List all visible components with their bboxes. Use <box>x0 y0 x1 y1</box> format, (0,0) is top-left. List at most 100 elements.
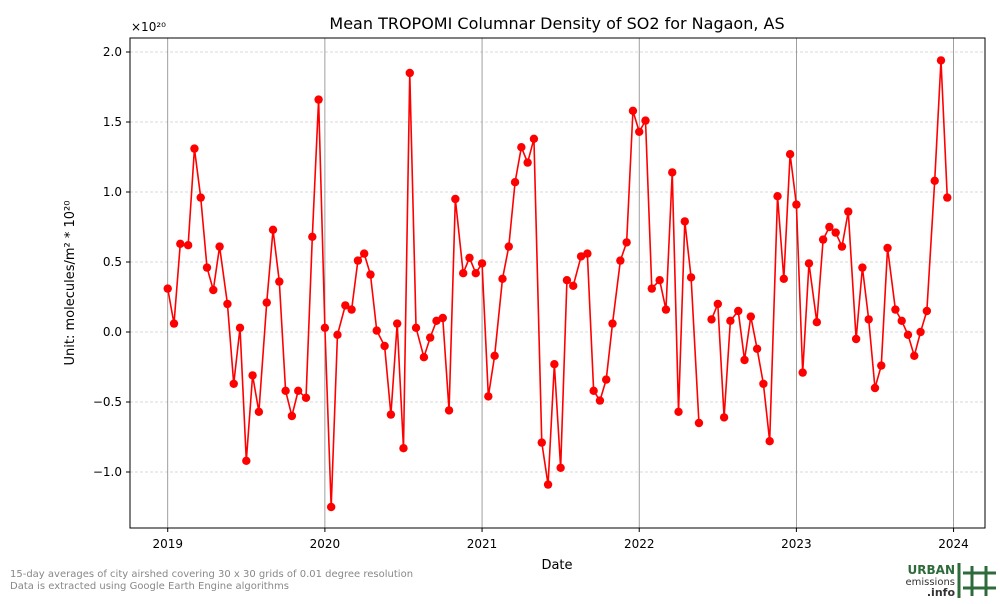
data-point <box>405 68 414 78</box>
data-point <box>851 334 861 344</box>
data-point <box>399 444 408 453</box>
data-point <box>897 316 906 325</box>
data-point <box>746 312 756 321</box>
data-point <box>647 284 657 293</box>
y-tick-label: −1.0 <box>93 465 122 479</box>
footer-note: Data is extracted using Google Earth Eng… <box>10 581 289 592</box>
data-point <box>686 273 696 282</box>
data-point <box>661 305 671 314</box>
data-point <box>163 284 172 293</box>
data-point <box>922 306 932 316</box>
data-point <box>484 392 493 401</box>
x-tick-label: 2020 <box>310 537 341 551</box>
data-point <box>583 249 592 258</box>
data-point <box>517 143 526 152</box>
footer-note: 15-day averages of city airshed covering… <box>10 569 413 580</box>
data-point <box>425 333 435 342</box>
data-point <box>589 386 598 395</box>
data-point <box>655 276 664 285</box>
data-point <box>903 330 913 339</box>
data-point <box>183 241 193 250</box>
data-point <box>930 176 939 185</box>
data-point <box>674 407 683 416</box>
data-point <box>818 235 828 244</box>
data-point <box>458 269 468 278</box>
data-point <box>444 406 454 415</box>
plot-frame <box>129 37 986 529</box>
data-point <box>792 200 801 209</box>
data-point <box>465 253 474 262</box>
logo-icon <box>957 563 996 598</box>
data-point <box>169 319 179 328</box>
data-point <box>490 351 499 360</box>
data-point <box>576 252 586 261</box>
data-point <box>641 116 650 125</box>
logo-text: URBAN <box>908 563 955 577</box>
data-point <box>209 285 218 295</box>
data-point <box>622 238 631 247</box>
data-point <box>411 323 421 332</box>
y-tick-label: 2.0 <box>103 45 122 59</box>
data-point <box>347 305 356 314</box>
data-point <box>510 178 520 187</box>
data-point <box>176 239 185 248</box>
x-tick-label: 2024 <box>938 537 969 551</box>
data-point <box>891 305 900 314</box>
y-tick-label: −0.5 <box>93 395 122 409</box>
data-point <box>831 228 840 237</box>
data-point <box>785 150 795 159</box>
data-point <box>877 361 886 370</box>
chart-title: Mean TROPOMI Columnar Density of SO2 for… <box>329 14 784 33</box>
data-point <box>196 193 205 202</box>
y-tick-label: 0.0 <box>103 325 122 339</box>
data-point <box>910 351 919 360</box>
data-point <box>314 95 323 104</box>
data-point <box>229 379 238 388</box>
data-point <box>326 502 336 512</box>
y-tick-label: 0.5 <box>103 255 122 269</box>
y-tick-label: 1.5 <box>103 115 122 129</box>
data-point <box>680 217 690 226</box>
data-point <box>694 418 704 428</box>
data-point <box>523 158 532 167</box>
data-point <box>359 249 369 258</box>
data-point <box>804 259 814 268</box>
data-point <box>562 276 572 285</box>
data-point <box>844 207 853 216</box>
data-point <box>471 269 480 278</box>
data-point <box>477 259 487 268</box>
data-point <box>635 127 644 136</box>
data-point <box>451 194 460 204</box>
x-tick-label: 2021 <box>467 537 498 551</box>
data-point <box>248 371 257 380</box>
data-point <box>190 144 199 153</box>
data-point <box>713 299 723 309</box>
data-point <box>432 316 441 325</box>
data-point <box>616 256 625 265</box>
data-point <box>825 222 834 232</box>
data-point <box>608 319 617 328</box>
data-point <box>268 225 278 234</box>
logo: URBAN emissions .info <box>905 563 996 599</box>
data-point <box>341 301 350 310</box>
data-point <box>936 56 946 65</box>
data-point <box>333 330 342 339</box>
data-point <box>734 306 743 316</box>
data-point <box>537 438 546 447</box>
data-point <box>916 327 925 337</box>
data-point <box>254 407 264 416</box>
x-tick-label: 2019 <box>152 537 183 551</box>
x-tick-label: 2022 <box>624 537 655 551</box>
data-point <box>215 242 224 251</box>
data-point <box>419 353 429 362</box>
data-point <box>202 263 212 272</box>
data-point <box>223 299 232 309</box>
data-point <box>773 192 782 201</box>
y-axis-label: Unit: molecules/m² * 10²⁰ <box>63 201 78 366</box>
data-point <box>293 386 303 395</box>
data-point <box>320 323 330 332</box>
data-point <box>353 256 363 265</box>
y-offset-label: ×10²⁰ <box>131 20 166 34</box>
data-line <box>166 60 949 508</box>
